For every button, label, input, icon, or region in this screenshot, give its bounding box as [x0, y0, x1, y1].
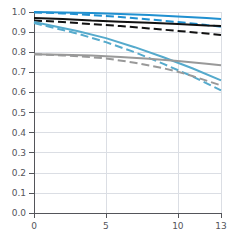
svg-text:13: 13: [215, 221, 226, 231]
svg-text:0.1: 0.1: [12, 188, 26, 198]
svg-text:0.8: 0.8: [12, 47, 27, 57]
svg-text:10: 10: [172, 221, 184, 231]
svg-text:0.5: 0.5: [12, 108, 26, 118]
svg-text:0.0: 0.0: [12, 208, 27, 218]
svg-text:0.9: 0.9: [12, 27, 27, 37]
svg-text:1.0: 1.0: [12, 7, 27, 17]
svg-text:0.7: 0.7: [12, 67, 26, 77]
svg-text:0.4: 0.4: [12, 128, 27, 138]
svg-text:0: 0: [31, 221, 37, 231]
svg-text:0.3: 0.3: [12, 148, 26, 158]
svg-text:0.6: 0.6: [12, 87, 27, 97]
svg-text:0.2: 0.2: [12, 168, 26, 178]
svg-text:5: 5: [103, 221, 109, 231]
